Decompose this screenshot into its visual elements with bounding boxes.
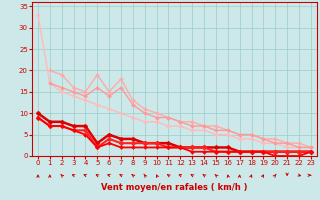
X-axis label: Vent moyen/en rafales ( km/h ): Vent moyen/en rafales ( km/h ) — [101, 183, 248, 192]
